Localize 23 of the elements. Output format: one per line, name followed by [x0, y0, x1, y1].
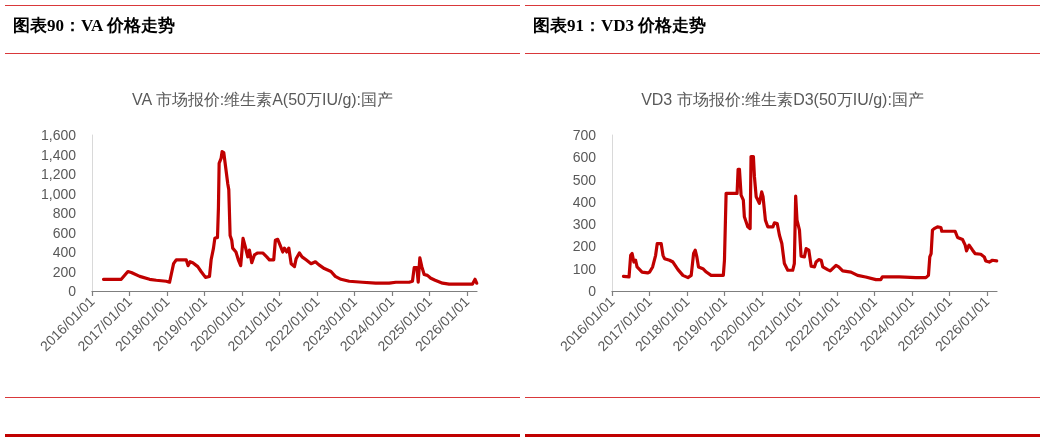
chart-title: 图表90：VA 价格走势 [13, 15, 175, 37]
y-tick-label: 0 [68, 283, 77, 299]
chart-subtitle: VA 市场报价:维生素A(50万IU/g):国产 [131, 90, 394, 108]
y-tick-label: 400 [52, 244, 77, 260]
y-tick-label: 700 [572, 127, 597, 143]
y-tick-label: 200 [52, 263, 77, 280]
y-tick-label: 0 [588, 283, 597, 299]
y-tick-label: 300 [572, 216, 597, 233]
y-tick-label: 1,200 [40, 166, 77, 182]
y-tick-label: 1,000 [40, 185, 77, 202]
y-tick-label: 100 [572, 260, 597, 277]
y-tick-label: 500 [572, 171, 597, 188]
chart-title: 图表91：VD3 价格走势 [533, 15, 707, 37]
y-tick-label: 200 [572, 238, 597, 255]
y-tick-label: 600 [52, 224, 77, 241]
line-series [101, 149, 479, 286]
y-tick-label: 400 [572, 193, 597, 210]
line-series [621, 155, 999, 282]
y-tick-label: 1,400 [40, 146, 77, 163]
chart-subtitle: VD3 市场报价:维生素D3(50万IU/g):国产 [641, 90, 924, 108]
y-tick-label: 600 [572, 149, 597, 166]
y-tick-label: 1,600 [40, 127, 77, 143]
y-tick-label: 800 [52, 205, 77, 221]
